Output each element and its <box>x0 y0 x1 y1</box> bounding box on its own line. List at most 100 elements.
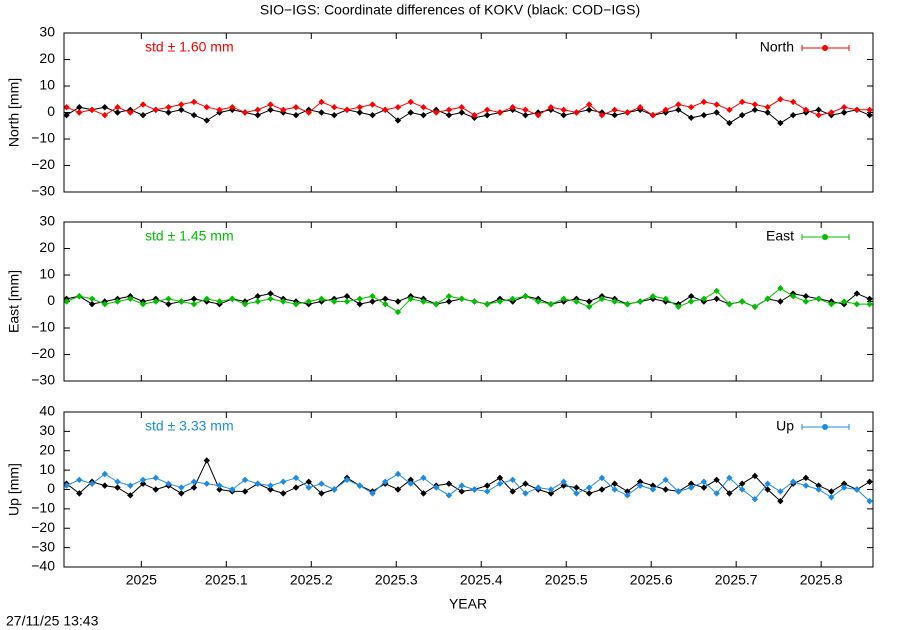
data-point <box>496 109 504 116</box>
data-point <box>267 482 274 489</box>
data-point <box>458 104 465 111</box>
y-tick-label: −20 <box>31 519 55 535</box>
data-point <box>764 104 771 111</box>
y-axis-label: Up [mm] <box>6 463 22 516</box>
plot-frame <box>63 411 874 568</box>
data-point <box>471 111 478 119</box>
data-point <box>433 484 440 491</box>
data-point <box>866 106 873 114</box>
y-tick-label: −10 <box>31 319 55 335</box>
data-point <box>802 106 810 114</box>
data-point <box>343 298 351 305</box>
data-point <box>585 303 593 310</box>
x-tick-label: 2025.5 <box>545 572 588 588</box>
data-point <box>280 298 287 305</box>
data-point <box>636 478 644 485</box>
data-point <box>382 106 389 114</box>
data-point <box>840 480 848 487</box>
data-point <box>407 480 414 487</box>
data-point <box>483 482 491 489</box>
data-point <box>802 293 810 300</box>
data-point <box>840 104 848 111</box>
data-point <box>585 298 593 305</box>
data-point <box>534 298 542 305</box>
data-point <box>585 490 593 497</box>
data-point <box>369 111 376 119</box>
data-point <box>356 104 363 111</box>
data-point <box>866 478 873 485</box>
data-point <box>636 482 644 489</box>
data-point <box>713 490 720 497</box>
data-point <box>700 111 708 119</box>
data-point <box>866 295 873 303</box>
y-tick-label: 30 <box>39 422 55 438</box>
data-point <box>662 106 669 114</box>
data-point <box>267 101 274 108</box>
data-point <box>280 478 287 485</box>
data-point <box>139 480 147 487</box>
chart-title: SIO−IGS: Coordinate differences of KOKV … <box>260 2 640 18</box>
data-point <box>165 109 172 116</box>
legend-label: North <box>760 39 794 55</box>
data-point <box>178 490 185 497</box>
data-point <box>407 476 414 484</box>
data-point <box>866 300 873 308</box>
y-tick-label: −30 <box>31 538 55 554</box>
data-point <box>88 295 96 303</box>
data-point <box>522 106 529 114</box>
data-point <box>216 482 223 489</box>
data-point <box>292 111 300 119</box>
data-point <box>751 106 759 114</box>
data-point <box>649 482 657 489</box>
y-tick-label: 20 <box>39 50 55 66</box>
data-point <box>407 295 414 303</box>
y-tick-label: −10 <box>31 500 55 516</box>
data-point <box>190 478 198 485</box>
data-point <box>624 488 631 495</box>
data-point <box>356 300 363 308</box>
data-point <box>178 484 185 491</box>
data-point <box>636 104 644 111</box>
data-point <box>165 104 172 111</box>
data-point <box>777 285 784 292</box>
series-line <box>66 98 870 116</box>
data-point <box>751 495 759 503</box>
plot-frame <box>63 32 874 193</box>
data-point <box>483 106 491 114</box>
data-point <box>152 106 159 114</box>
data-point <box>152 298 159 305</box>
data-point <box>598 486 606 493</box>
data-point <box>458 488 465 495</box>
data-point <box>165 300 172 308</box>
data-point <box>139 111 147 119</box>
data-point <box>165 295 172 303</box>
data-point <box>292 484 300 491</box>
data-point <box>394 308 402 316</box>
data-point <box>573 109 580 116</box>
data-point <box>662 476 669 484</box>
data-point <box>471 298 478 305</box>
data-point <box>662 295 669 303</box>
data-point <box>751 101 759 108</box>
data-point <box>445 106 453 114</box>
data-point <box>585 484 593 491</box>
data-point <box>802 474 810 482</box>
data-point <box>76 104 83 111</box>
data-point <box>305 298 312 305</box>
data-point <box>369 490 376 497</box>
data-point <box>318 98 325 106</box>
data-point <box>675 101 682 108</box>
y-tick-label: −40 <box>31 558 55 574</box>
data-point <box>853 486 861 493</box>
data-point <box>828 109 835 116</box>
data-point <box>789 293 797 300</box>
data-point <box>114 109 121 116</box>
y-tick-label: 0 <box>47 292 55 308</box>
data-point <box>127 482 134 489</box>
data-point <box>63 298 70 305</box>
data-point <box>598 111 606 119</box>
data-point <box>675 106 682 114</box>
legend-marker <box>822 234 828 240</box>
data-point <box>382 300 389 308</box>
